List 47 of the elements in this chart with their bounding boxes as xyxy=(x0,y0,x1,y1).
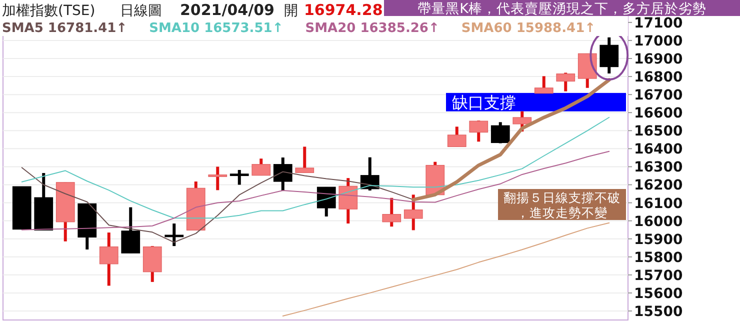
y-tick-label: 16600 xyxy=(634,106,683,122)
candlestick xyxy=(99,232,118,286)
y-tick-label: 15600 xyxy=(634,286,683,302)
candlestick xyxy=(338,178,358,224)
candlestick xyxy=(534,76,554,94)
candlestick xyxy=(469,120,488,142)
text: SMA5 16781.41↑ xyxy=(2,21,128,36)
y-tick-label: 16500 xyxy=(634,124,683,140)
chart-subtitle: 日線圖 xyxy=(120,3,162,19)
y-tick-label: 16100 xyxy=(634,196,683,212)
candlestick xyxy=(600,37,619,74)
text: SMA10 16573.51↑ xyxy=(149,21,284,36)
candlestick xyxy=(316,186,336,216)
y-tick-label: 15700 xyxy=(634,268,683,284)
annotation: 16974.28 xyxy=(304,1,383,19)
candlestick xyxy=(273,158,292,191)
y-tick-label: 17100 xyxy=(634,15,683,32)
candlestick xyxy=(208,166,228,190)
y-tick-label: 16200 xyxy=(634,178,683,194)
candlestick xyxy=(556,72,576,92)
annotation: 開 xyxy=(284,3,298,19)
y-tick-label: 16300 xyxy=(634,160,683,176)
y-tick-label: 16900 xyxy=(634,51,683,68)
candlestick xyxy=(404,194,423,230)
candlestick xyxy=(230,170,249,185)
y-tick-label: 15900 xyxy=(634,232,683,248)
candlestick xyxy=(490,122,510,144)
candlestick xyxy=(164,224,184,246)
annotation: 2021/04/09 xyxy=(180,1,274,19)
y-tick-label: 15500 xyxy=(634,304,683,320)
line-series xyxy=(282,222,610,317)
y-tick-label: 16700 xyxy=(634,88,683,104)
chart-title: 加權指數(TSE) xyxy=(2,3,96,19)
y-tick-label: 16800 xyxy=(634,70,683,86)
candlestick xyxy=(252,158,271,176)
text: SMA20 16385.26↑ xyxy=(305,21,440,36)
y-tick-label: 16400 xyxy=(634,142,683,158)
candlestick xyxy=(121,207,140,254)
y-tick-label: 17000 xyxy=(634,33,683,50)
y-tick-label: 16000 xyxy=(634,214,683,230)
candlestick xyxy=(382,198,402,227)
candlestick xyxy=(447,126,466,147)
candlestick xyxy=(295,146,314,173)
annotation: 帶量黑K棒，代表賣壓湧現之下，多方居於劣勢 xyxy=(418,1,706,17)
text: SMA60 15988.41↑ xyxy=(461,21,596,36)
y-tick-label: 15800 xyxy=(634,250,683,266)
band-label: 缺口支撐 xyxy=(452,93,516,112)
